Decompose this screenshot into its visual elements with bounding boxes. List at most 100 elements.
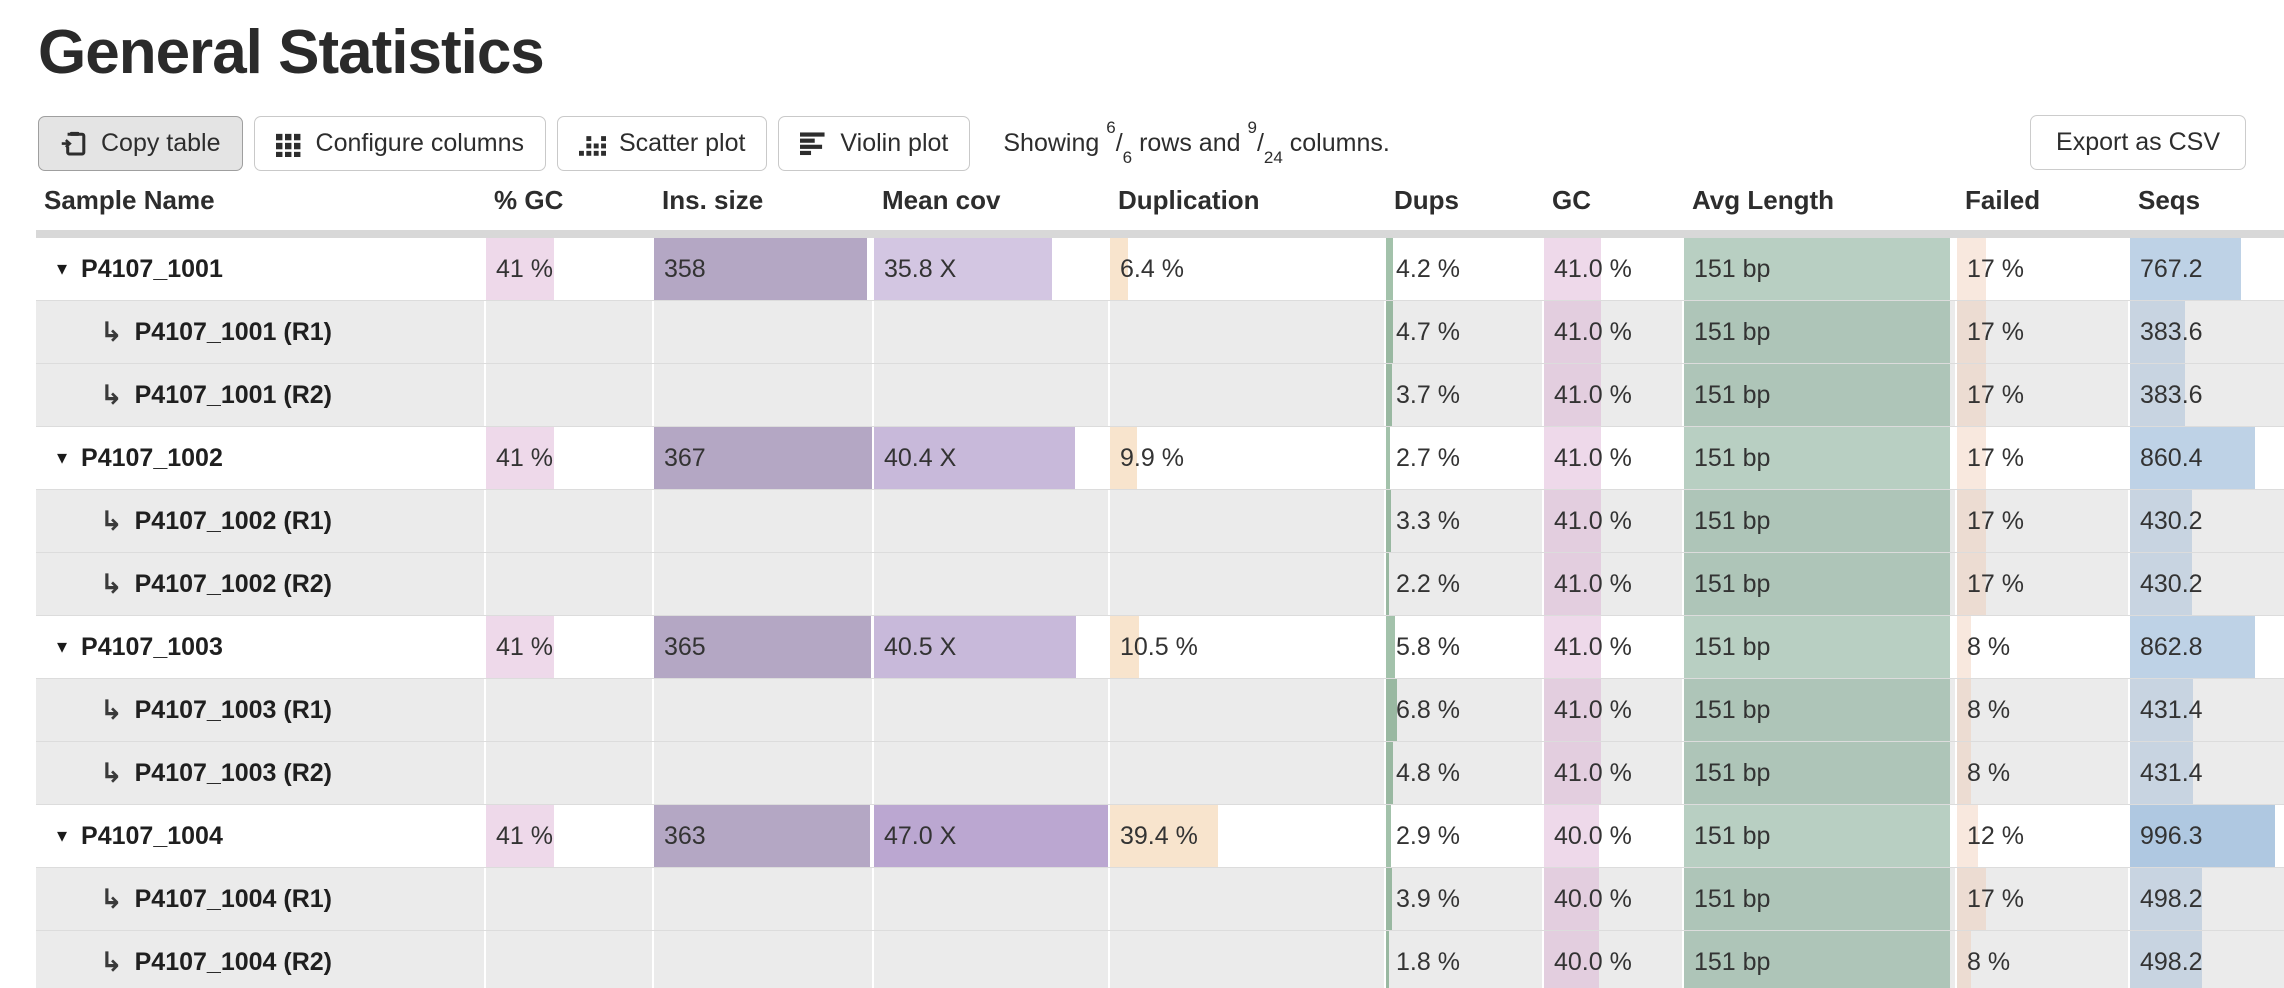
export-csv-button[interactable]: Export as CSV [2030,115,2246,171]
seqs-value: 430.2 [2140,507,2203,536]
cell-failed: 8 % [1955,679,2128,742]
cell-gc_pct [484,364,652,427]
collapse-caret-icon[interactable]: ▾ [57,636,68,659]
collapse-caret-icon[interactable]: ▾ [57,447,68,470]
collapse-caret-icon[interactable]: ▾ [57,825,68,848]
column-header-ins[interactable]: Ins. size [662,185,764,216]
gc2-bar [1544,364,1601,427]
seqs-value: 498.2 [2140,885,2203,914]
failed-bar [1957,868,1987,931]
subsample-arrow-icon: ↳ [100,505,123,536]
cell-dups: 3.9 % [1384,868,1542,931]
dups-value: 2.2 % [1396,570,1460,599]
sample-name-cell[interactable]: ▾ P4107_1001 [36,238,484,300]
sample-name-cell[interactable]: ▾ P4107_1003 [36,616,484,678]
sample-name-cell[interactable]: ↳ P4107_1002 (R1) [36,490,484,552]
general-statistics-table: Sample Name % GC Ins. size Mean cov Duplicat… [36,171,2284,988]
gc2-value: 41.0 % [1554,444,1632,473]
cell-seqs: 996.3 [2128,805,2284,868]
cell-seqs: 431.4 [2128,742,2284,805]
sample-name-cell[interactable]: ↳ P4107_1002 (R2) [36,553,484,615]
column-header-seqs[interactable]: Seqs [2138,185,2201,216]
gc2-bar [1544,868,1600,931]
copy-table-button[interactable]: Copy table [38,115,243,171]
cell-avglen: 151 bp [1682,931,1955,988]
cell-gc_pct [484,742,652,805]
scatter-plot-button[interactable]: Scatter plot [556,115,768,171]
table-header-row: Sample Name % GC Ins. size Mean cov Duplicat… [36,171,2284,230]
cell-gc_pct [484,301,652,364]
sample-name: P4107_1004 (R2) [134,947,332,976]
column-header-sample[interactable]: Sample Name [44,185,215,216]
seqs-bar [2130,364,2186,427]
cell-ins: 367 [652,427,872,490]
sample-name-cell[interactable]: ↳ P4107_1004 (R1) [36,868,484,930]
dups-value: 6.8 % [1396,696,1460,725]
cell-meancov: 47.0 X [872,805,1108,868]
cell-gc2: 41.0 % [1542,616,1682,679]
seqs-bar [2130,805,2275,868]
cell-ins: 365 [652,616,872,679]
cell-failed: 17 % [1955,868,2128,931]
column-header-gc_pct[interactable]: % GC [494,185,564,216]
failed-bar [1957,553,1987,616]
column-header-meancov[interactable]: Mean cov [882,185,1001,216]
failed-value: 17 % [1967,444,2024,473]
subsample-arrow-icon: ↳ [100,568,123,599]
column-header-dups[interactable]: Dups [1394,185,1459,216]
sample-name-cell[interactable]: ▾ P4107_1004 [36,805,484,867]
configure-columns-label: Configure columns [315,128,524,157]
dups-value: 3.3 % [1396,507,1460,536]
cell-failed: 17 % [1955,553,2128,616]
cell-failed: 8 % [1955,931,2128,988]
cell-seqs: 431.4 [2128,679,2284,742]
failed-bar [1957,805,1978,868]
cell-gc_pct: 41 % [484,616,652,679]
subsample-arrow-icon: ↳ [100,316,123,347]
sample-name-cell[interactable]: ↳ P4107_1003 (R1) [36,679,484,741]
table-row: ▾ P4107_1002 41 % 367 40.4 X 9.9 % 2.7 % 41.0 %… [36,427,2284,491]
gc2-value: 41.0 % [1554,696,1632,725]
dups-bar [1386,553,1390,616]
sample-name-cell[interactable]: ↳ P4107_1001 (R2) [36,364,484,426]
column-header-avglen[interactable]: Avg Length [1692,185,1835,216]
cell-gc_pct [484,868,652,931]
violin-bars-icon [800,130,827,157]
cell-seqs: 383.6 [2128,364,2284,427]
cell-gc_pct [484,931,652,988]
sample-name-cell[interactable]: ↳ P4107_1004 (R2) [36,931,484,988]
dups-bar [1386,931,1389,988]
gc2-value: 41.0 % [1554,381,1632,410]
configure-columns-button[interactable]: Configure columns [253,115,546,171]
seqs-bar [2130,490,2193,553]
violin-plot-button[interactable]: Violin plot [778,115,971,171]
gc_pct-bar [486,238,555,301]
avglen-bar [1684,364,1950,427]
failed-bar [1957,931,1971,988]
table-body: ▾ P4107_1001 41 % 358 35.8 X 6.4 % 4.2 % 41.0 %… [36,238,2284,988]
sample-name: P4107_1002 (R2) [134,569,332,598]
failed-value: 12 % [1967,822,2024,851]
sample-name-cell[interactable]: ↳ P4107_1003 (R2) [36,742,484,804]
cell-dup: 39.4 % [1108,805,1384,868]
cell-avglen: 151 bp [1682,553,1955,616]
export-csv-label: Export as CSV [2056,128,2220,157]
gc_pct-value: 41 % [496,822,553,851]
cell-meancov [872,679,1108,742]
collapse-caret-icon[interactable]: ▾ [57,258,68,281]
cell-gc2: 41.0 % [1542,427,1682,490]
column-header-dup[interactable]: Duplication [1118,185,1260,216]
gc2-bar [1544,301,1601,364]
sample-name: P4107_1003 (R1) [134,695,332,724]
cell-avglen: 151 bp [1682,301,1955,364]
sample-name-cell[interactable]: ▾ P4107_1002 [36,427,484,489]
column-header-gc2[interactable]: GC [1552,185,1591,216]
sample-name-cell[interactable]: ↳ P4107_1001 (R1) [36,301,484,363]
column-header-failed[interactable]: Failed [1965,185,2041,216]
gc2-value: 41.0 % [1554,318,1632,347]
gc_pct-value: 41 % [496,633,553,662]
table-toolbar: Copy table Configure columns [38,115,2246,171]
cell-dup [1108,931,1384,988]
cell-ins [652,868,872,931]
cell-avglen: 151 bp [1682,805,1955,868]
